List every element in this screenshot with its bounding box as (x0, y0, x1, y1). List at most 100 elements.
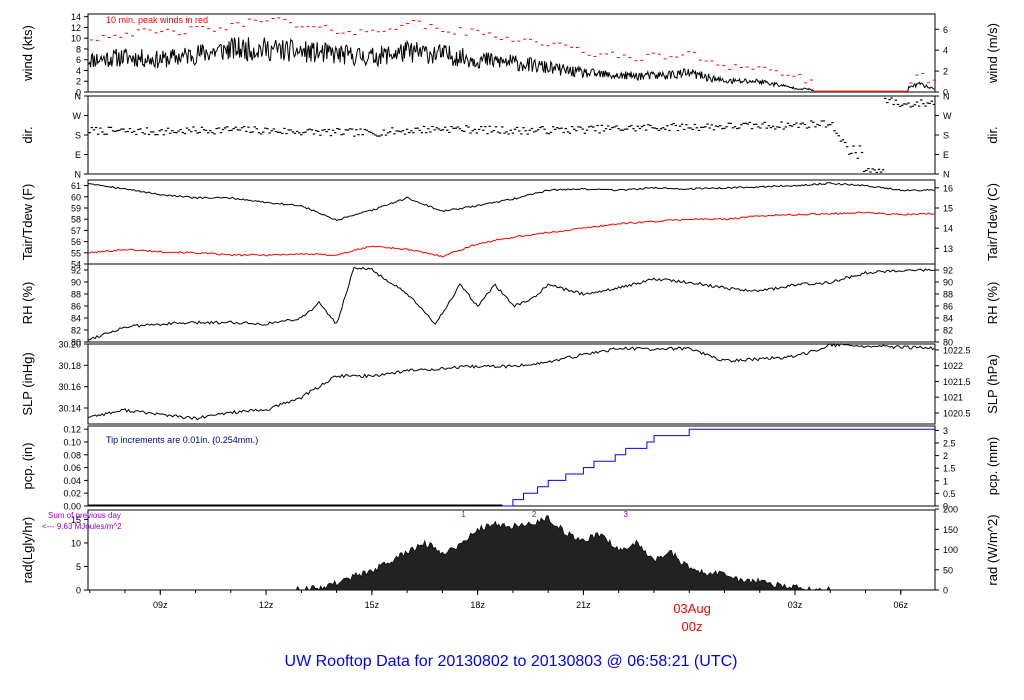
panel-wind-left-tick-label: 4 (76, 66, 81, 76)
panel-temp-left-tick-label: 60 (71, 192, 81, 202)
panel-rh-frame (87, 263, 936, 343)
panel-rh-left-tick-label: 82 (71, 326, 81, 336)
panel-slp-left-tick-label: 30.14 (58, 404, 81, 414)
panel-dir-left-tick-label: E (75, 150, 81, 160)
panel-wind-left-tick-label: 14 (71, 12, 81, 22)
panel-rh-left-tick-label: 80 (71, 338, 81, 348)
panel-rh-right-tick-label: 82 (943, 326, 953, 336)
time-tick-label: 18z (470, 600, 485, 610)
panel-rh-right-tick-label: 80 (943, 338, 953, 348)
panel-temp-right-tick-label: 16 (943, 183, 953, 193)
panel-wind-right-tick-label: 0 (943, 88, 948, 98)
panel-rad-right-tick-label: 200 (943, 505, 958, 515)
rh-series-line (88, 266, 935, 341)
time-tick-label: 12z (259, 600, 274, 610)
figure-title: UW Rooftop Data for 20130802 to 20130803… (285, 653, 738, 670)
date-marker-date: 03Aug (673, 601, 711, 616)
panel-wind-left-tick-label: 12 (71, 23, 81, 33)
panel-wind-left-tick-label: 6 (76, 55, 81, 65)
panel-pcp-right-tick-label: 2.5 (943, 439, 956, 449)
panel-rad-left-tick-label: 5 (76, 562, 81, 572)
panel-dir-right-tick-label: E (943, 150, 949, 160)
panel-rh-left-tick-label: 92 (71, 266, 81, 276)
panel-rad-left-tick-label: 10 (71, 538, 81, 548)
panel-wind-frame (87, 13, 936, 93)
panel-wind-right-label: wind (m/s) (985, 23, 1000, 84)
rad-marker-2: 2 (532, 510, 537, 519)
panel-rad-left-tick-label: 0 (76, 586, 81, 596)
panel-rh: RH (%) RH (%) 80 82 84 86 88 90 92 80 82 84 86 88 90 92 (20, 263, 1000, 348)
tdew-series-line (87, 211, 935, 258)
panel-slp-left-tick-label: 30.18 (58, 361, 81, 371)
panel-rh-left-tick-label: 88 (71, 290, 81, 300)
panel-wind-left-tick-label: 8 (76, 44, 81, 54)
panel-slp: SLP (inHg) SLP (hPa) 30.14 30.16 30.18 30.20 1… (20, 340, 1000, 425)
panel-pcp-left-tick-label: 0.06 (63, 463, 81, 473)
tair-series-line (87, 182, 935, 221)
wind-peak-note: 10 min. peak winds in red (106, 15, 208, 25)
panel-rh-right-tick-label: 92 (943, 266, 953, 276)
panel-temp-left-tick-label: 55 (71, 248, 81, 258)
panel-pcp-left-tick-label: 0.10 (63, 438, 81, 448)
panel-dir-right-tick-label: N (943, 92, 950, 102)
panel-slp-right-tick-label: 1021 (943, 393, 963, 403)
panel-temp-left-tick-label: 54 (71, 260, 81, 270)
panel-rh-right-tick-label: 88 (943, 290, 953, 300)
panel-dir-right-tick-label: W (943, 111, 952, 121)
panel-pcp-right-tick-label: 1 (943, 476, 948, 486)
panel-pcp-right-tick-label: 0 (943, 502, 948, 512)
panel-rh-right-tick-label: 90 (943, 278, 953, 288)
panel-dir-left-tick-label: W (73, 111, 82, 121)
panel-rh-right-tick-label: 86 (943, 302, 953, 312)
panel-rad-right-tick-label: 50 (943, 565, 953, 575)
panel-wind-left-label: wind (kts) (20, 25, 35, 82)
panel-rad-left-tick-label: 15 (71, 515, 81, 525)
panel-slp-right-tick-label: 1022.5 (943, 345, 971, 355)
panel-pcp-right-tick-label: 3 (943, 426, 948, 436)
panel-rad-right-tick-label: 150 (943, 525, 958, 535)
slp-series-line (88, 342, 935, 421)
wind-series-line (87, 37, 935, 92)
panel-rh-left-tick-label: 90 (71, 278, 81, 288)
time-tick-label: 06z (894, 600, 909, 610)
panel-wind-left-tick-label: 0 (76, 88, 81, 98)
panel-pcp-right-tick-label: 0.5 (943, 489, 956, 499)
panel-rad-right-tick-label: 100 (943, 545, 958, 555)
rad-note-line2: <--- 9.63 MJoules/m^2 (42, 522, 122, 531)
panel-temp-right-tick-label: 15 (943, 204, 953, 214)
panel-dir-left-tick-label: S (75, 131, 81, 141)
panel-wind-right-tick-label: 4 (943, 46, 948, 56)
rad-series-area (88, 515, 935, 591)
panel-temp-right-label: Tair/Tdew (C) (985, 183, 1000, 261)
panel-dir-left-tick-label: N (75, 92, 82, 102)
time-tick-label: 09z (153, 600, 168, 610)
panel-temp-left-tick-label: 56 (71, 237, 81, 247)
panel-rh-left-tick-label: 86 (71, 302, 81, 312)
panel-rad-left-label: rad(Lgly/hr) (20, 517, 35, 583)
date-marker-time: 00z (682, 619, 703, 634)
panel-slp-right-tick-label: 1021.5 (943, 377, 971, 387)
panel-temp-right-tick-label: 14 (943, 224, 953, 234)
panel-pcp-left-tick-label: 0.00 (63, 502, 81, 512)
panel-temp-right-tick-label: 13 (943, 244, 953, 254)
panel-slp-left-tick-label: 30.20 (58, 340, 81, 350)
panel-temp-left-tick-label: 61 (71, 181, 81, 191)
panel-pcp-right-tick-label: 1.5 (943, 464, 956, 474)
panel-rh-right-tick-label: 84 (943, 314, 953, 324)
panel-rh-left-label: RH (%) (20, 282, 35, 325)
panel-slp-frame (87, 343, 936, 425)
panel-dir-right-tick-label: S (943, 131, 949, 141)
panel-rad: rad(Lgly/hr) rad (W/m^2)05101505010015020… (20, 505, 1000, 596)
panel-temp-left-label: Tair/Tdew (F) (20, 184, 35, 261)
panel-wind-right-tick-label: 6 (943, 25, 948, 35)
panel-rh-left-tick-label: 84 (71, 314, 81, 324)
time-axis: 09z 12z 15z 18z 21z 03z 06z (89, 590, 909, 610)
panel-pcp-left-tick-label: 0.08 (63, 450, 81, 460)
panel-temp-left-tick-label: 57 (71, 226, 81, 236)
panel-slp-right-label: SLP (hPa) (985, 354, 1000, 414)
panel-pcp-left-label: pcp. (in) (20, 443, 35, 490)
panel-pcp: pcp. (in) pcp. (mm) 0.00 0.02 0.04 0.06 0.08 0.… (20, 425, 1000, 512)
